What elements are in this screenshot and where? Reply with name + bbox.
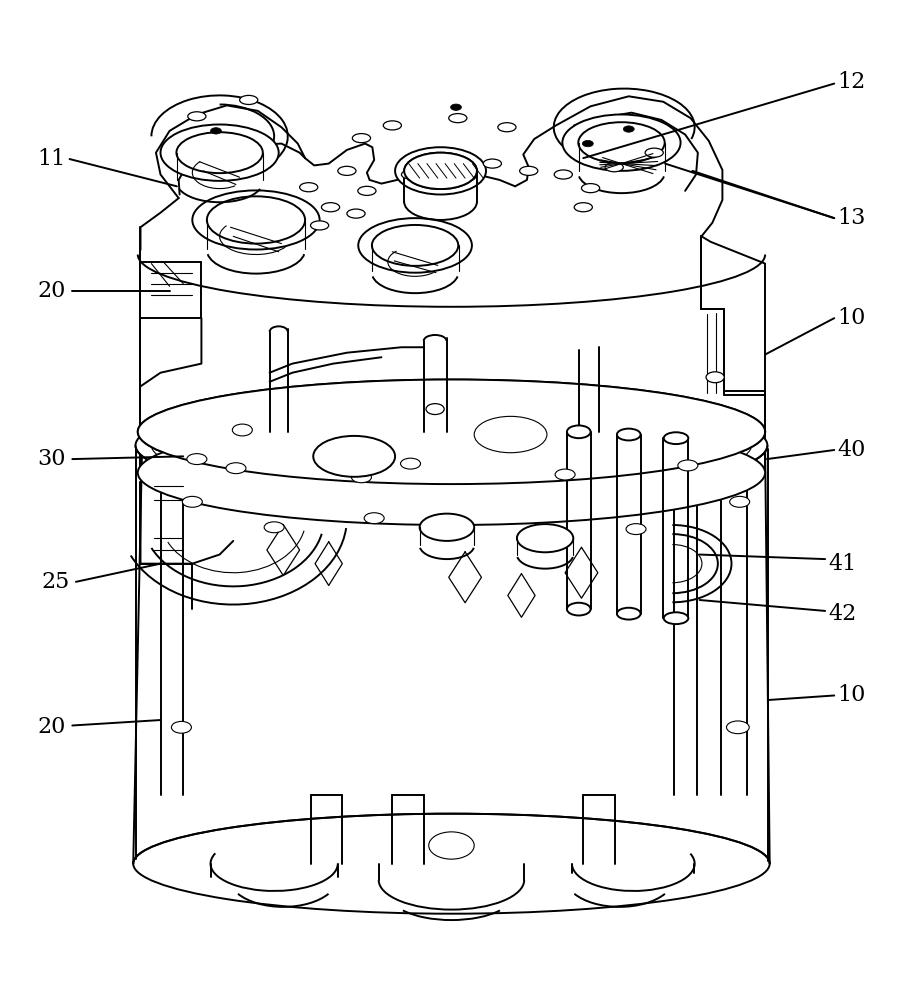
Ellipse shape bbox=[644, 148, 662, 157]
Ellipse shape bbox=[363, 513, 384, 524]
Ellipse shape bbox=[616, 429, 640, 440]
Ellipse shape bbox=[300, 183, 317, 192]
Ellipse shape bbox=[404, 153, 476, 189]
Text: 12: 12 bbox=[836, 71, 865, 93]
Ellipse shape bbox=[578, 122, 664, 163]
Text: 25: 25 bbox=[42, 571, 70, 593]
Ellipse shape bbox=[562, 114, 680, 171]
Ellipse shape bbox=[138, 380, 764, 484]
Ellipse shape bbox=[567, 425, 590, 438]
Ellipse shape bbox=[138, 380, 764, 484]
Ellipse shape bbox=[419, 514, 474, 541]
Ellipse shape bbox=[351, 472, 371, 483]
Ellipse shape bbox=[176, 132, 262, 173]
Text: 11: 11 bbox=[37, 148, 66, 170]
Ellipse shape bbox=[171, 721, 191, 733]
Ellipse shape bbox=[663, 612, 688, 624]
Ellipse shape bbox=[474, 416, 547, 453]
Ellipse shape bbox=[622, 126, 633, 132]
Ellipse shape bbox=[133, 814, 769, 914]
Ellipse shape bbox=[383, 121, 401, 130]
Ellipse shape bbox=[497, 123, 516, 132]
Ellipse shape bbox=[207, 196, 305, 244]
Ellipse shape bbox=[352, 134, 370, 143]
Text: 10: 10 bbox=[836, 307, 865, 329]
Ellipse shape bbox=[582, 140, 593, 147]
Ellipse shape bbox=[448, 114, 466, 123]
Ellipse shape bbox=[310, 221, 328, 230]
Ellipse shape bbox=[663, 432, 688, 444]
Text: 20: 20 bbox=[37, 280, 66, 302]
Ellipse shape bbox=[605, 163, 622, 172]
Ellipse shape bbox=[321, 203, 339, 212]
Ellipse shape bbox=[240, 95, 258, 104]
Ellipse shape bbox=[726, 721, 749, 734]
Ellipse shape bbox=[312, 436, 394, 477]
Ellipse shape bbox=[357, 186, 375, 195]
Ellipse shape bbox=[517, 524, 573, 552]
Ellipse shape bbox=[401, 170, 419, 179]
Ellipse shape bbox=[729, 496, 749, 507]
Ellipse shape bbox=[483, 159, 501, 168]
Ellipse shape bbox=[210, 128, 221, 134]
Ellipse shape bbox=[182, 496, 202, 507]
Ellipse shape bbox=[226, 463, 246, 474]
Ellipse shape bbox=[425, 404, 444, 415]
Text: 30: 30 bbox=[37, 448, 66, 470]
Ellipse shape bbox=[554, 170, 572, 179]
Ellipse shape bbox=[136, 393, 766, 498]
Ellipse shape bbox=[457, 172, 476, 181]
Ellipse shape bbox=[555, 469, 575, 480]
Ellipse shape bbox=[404, 153, 476, 189]
Ellipse shape bbox=[581, 184, 599, 193]
Ellipse shape bbox=[428, 832, 474, 859]
Ellipse shape bbox=[625, 524, 645, 535]
Text: 41: 41 bbox=[827, 553, 855, 575]
Text: 42: 42 bbox=[827, 603, 855, 625]
Ellipse shape bbox=[519, 166, 537, 175]
Ellipse shape bbox=[574, 203, 592, 212]
Ellipse shape bbox=[346, 209, 364, 218]
Ellipse shape bbox=[138, 420, 764, 525]
Ellipse shape bbox=[400, 458, 420, 469]
Ellipse shape bbox=[567, 603, 590, 615]
Ellipse shape bbox=[192, 190, 319, 250]
Ellipse shape bbox=[394, 147, 486, 195]
Ellipse shape bbox=[677, 460, 697, 471]
Text: 13: 13 bbox=[836, 207, 865, 229]
Ellipse shape bbox=[264, 522, 284, 533]
Ellipse shape bbox=[187, 454, 207, 465]
Text: 40: 40 bbox=[836, 439, 865, 461]
Text: 10: 10 bbox=[836, 684, 865, 706]
Ellipse shape bbox=[705, 372, 723, 383]
Ellipse shape bbox=[232, 424, 252, 436]
Ellipse shape bbox=[372, 225, 457, 266]
Ellipse shape bbox=[358, 218, 471, 273]
Ellipse shape bbox=[450, 104, 461, 110]
Text: 20: 20 bbox=[37, 716, 66, 738]
Ellipse shape bbox=[616, 608, 640, 620]
Ellipse shape bbox=[188, 112, 206, 121]
Ellipse shape bbox=[160, 124, 279, 181]
Ellipse shape bbox=[337, 166, 355, 175]
